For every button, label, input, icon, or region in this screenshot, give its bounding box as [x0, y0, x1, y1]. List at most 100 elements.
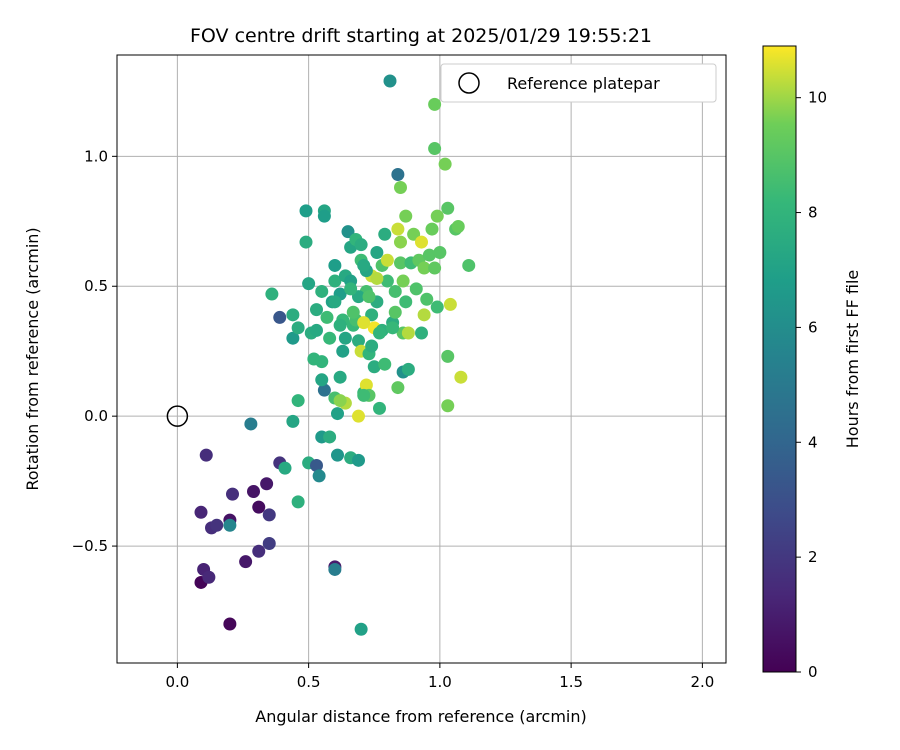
legend-box [440, 63, 717, 103]
y-axis-label: Rotation from reference (arcmin) [23, 227, 42, 490]
colorbar: 0 2 4 6 8 10 Hours from first FF file [762, 45, 862, 681]
data-point [273, 310, 287, 324]
data-point [338, 331, 352, 345]
data-point [394, 235, 407, 249]
data-point [370, 271, 384, 285]
x-tick-label: 0.5 [297, 673, 321, 691]
data-point [365, 339, 379, 353]
x-axis-label: Angular distance from reference (arcmin) [255, 707, 586, 726]
data-point [383, 74, 397, 88]
data-point [378, 357, 392, 371]
y-tick-label: 0.0 [84, 407, 108, 425]
data-point [328, 274, 342, 288]
colorbar-tick-label: 0 [808, 663, 818, 681]
data-points [194, 74, 476, 636]
data-point [357, 258, 371, 272]
data-point [370, 245, 384, 259]
x-tick-label: 0.0 [165, 673, 189, 691]
data-point [443, 297, 457, 311]
x-tick-label: 2.0 [690, 673, 714, 691]
data-point [286, 331, 300, 345]
data-point [333, 318, 347, 332]
data-point [428, 142, 442, 156]
colorbar-tick-label: 2 [808, 548, 818, 566]
y-tick-label: 1.0 [84, 147, 108, 165]
data-point [244, 417, 258, 431]
data-point [202, 570, 216, 584]
data-point [260, 477, 274, 491]
data-point [336, 344, 350, 358]
data-point [451, 219, 465, 233]
data-point [252, 500, 266, 514]
data-point [415, 235, 428, 249]
data-point [362, 290, 376, 304]
y-tick-label: 0.5 [84, 277, 108, 295]
data-point [367, 360, 381, 374]
data-point [312, 469, 326, 483]
data-point [199, 448, 213, 462]
legend-marker [458, 72, 480, 94]
legend: Reference platepar [440, 63, 717, 103]
data-point [210, 518, 224, 532]
data-point [302, 277, 316, 291]
data-point [310, 303, 323, 317]
data-point [428, 97, 442, 111]
data-point [417, 261, 431, 275]
legend-label: Reference platepar [507, 74, 660, 93]
data-point [226, 487, 239, 501]
data-point [391, 222, 405, 236]
data-point [331, 407, 344, 421]
data-point [310, 459, 323, 473]
colorbar-tick-label: 4 [808, 433, 818, 451]
data-point [315, 373, 329, 387]
data-point [252, 544, 266, 558]
data-point [391, 381, 405, 395]
data-point [373, 326, 386, 340]
data-point [399, 209, 413, 223]
chart-title: FOV centre drift starting at 2025/01/29 … [190, 25, 652, 47]
data-point [438, 157, 452, 171]
data-point [299, 204, 313, 218]
data-point [317, 383, 331, 397]
data-point [352, 334, 365, 348]
data-point [454, 370, 468, 384]
data-point [328, 562, 342, 576]
data-point [388, 284, 402, 298]
data-point [247, 485, 260, 499]
data-point [291, 321, 305, 335]
data-point [420, 292, 434, 306]
data-point [357, 316, 371, 330]
data-point [428, 261, 442, 275]
data-point [354, 622, 368, 636]
data-point [262, 508, 276, 522]
data-point [286, 308, 300, 322]
data-point [441, 349, 455, 363]
data-point [380, 274, 394, 288]
data-point [262, 536, 276, 550]
x-tick-label: 1.5 [559, 673, 583, 691]
data-point [388, 305, 402, 319]
data-point [401, 362, 415, 376]
data-point [415, 326, 428, 340]
data-point [396, 274, 410, 288]
data-point [323, 430, 337, 444]
data-point [278, 461, 292, 475]
data-point [386, 321, 400, 335]
data-point [291, 495, 305, 509]
colorbar-label: Hours from first FF file [843, 270, 862, 449]
colorbar-tick-label: 8 [808, 204, 818, 222]
data-point [359, 378, 373, 392]
data-point [378, 227, 392, 241]
data-point [315, 284, 329, 298]
colorbar-gradient [762, 45, 797, 673]
data-point [291, 394, 305, 408]
data-point [430, 300, 444, 314]
data-point [331, 448, 344, 462]
data-point [417, 308, 431, 322]
data-point [317, 209, 331, 223]
data-point [401, 326, 415, 340]
data-point [333, 394, 347, 408]
data-point [239, 555, 253, 569]
data-point [380, 253, 394, 267]
